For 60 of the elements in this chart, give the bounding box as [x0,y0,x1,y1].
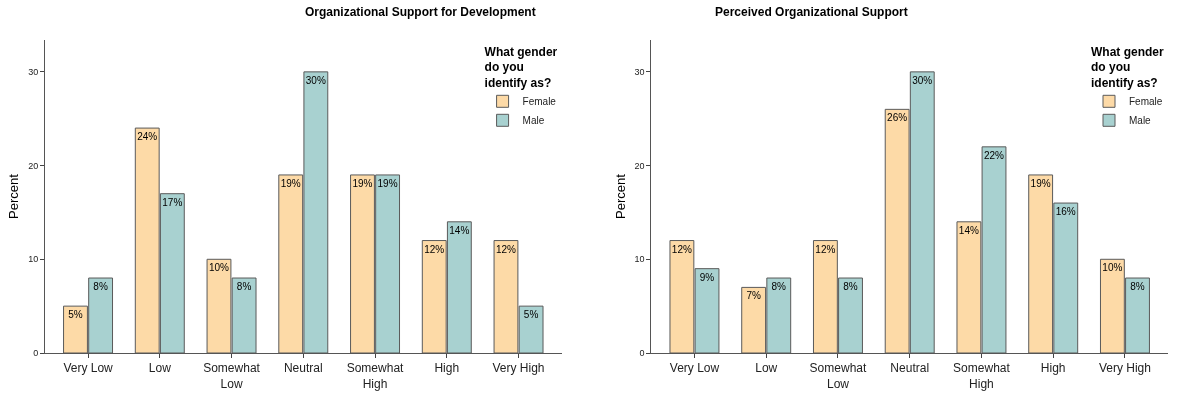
y-axis-title: Percent [612,173,628,219]
x-tick-label: Somewhat High [953,361,1011,391]
data-label: 8% [843,281,858,293]
x-tick-label: Very High [1098,361,1151,376]
y-tick-label: 0 [33,348,39,359]
data-label: 10% [1102,262,1123,274]
y-axis-title: Percent [6,173,22,219]
y-tick-label: 30 [28,67,39,78]
legend-title: What gender do you identify as? [1091,44,1164,90]
legend-title: What gender do you identify as? [484,44,558,90]
data-label: 5% [68,309,83,321]
x-tick-label: Very Low [669,361,720,376]
data-label: 8% [1130,281,1145,293]
data-label: 8% [93,281,108,293]
data-label: 8% [236,281,252,293]
data-label: 12% [495,243,517,255]
data-label: 19% [352,177,373,189]
legend-label: Male [522,115,545,127]
x-tick-label: Very Low [63,361,114,376]
x-tick-label: Very High [492,361,545,376]
data-label: 19% [1030,177,1051,189]
y-tick-label: 10 [28,254,39,265]
x-tick-label: Somewhat High [346,361,405,391]
data-label: 24% [137,131,158,143]
data-label: 14% [449,224,470,236]
data-label: 16% [1055,206,1076,218]
legend-label: Female [522,96,557,108]
data-label: 14% [958,224,979,236]
legend-label: Male [1129,115,1152,127]
y-tick-label: 0 [639,348,645,359]
data-label: 30% [305,74,326,86]
chart-title: Organizational Support for Development [305,5,536,19]
data-label: 7% [746,290,761,302]
data-label: 19% [280,177,301,189]
data-label: 30% [912,74,933,86]
x-tick-label: Low [755,361,778,376]
y-tick-label: 20 [28,160,39,171]
data-label: 26% [887,112,908,124]
x-tick-label: Neutral [283,361,323,376]
data-label: 12% [815,243,836,255]
data-label: 10% [208,262,230,274]
chart-title: Perceived Organizational Support [715,5,908,19]
data-label: 8% [771,281,787,293]
y-tick-label: 30 [634,67,645,78]
x-tick-label: High [434,361,460,376]
x-tick-label: High [1040,361,1066,376]
x-tick-label: Somewhat Low [203,361,261,391]
legend-label: Female [1129,96,1163,108]
data-label: 9% [699,271,715,283]
data-label: 17% [162,196,183,208]
data-label: 12% [424,243,445,255]
data-label: 12% [671,243,692,255]
x-tick-label: Low [148,361,172,376]
y-tick-label: 10 [634,254,645,265]
data-label: 22% [983,149,1005,161]
data-label: 5% [523,309,539,321]
y-tick-label: 20 [634,160,645,171]
x-tick-label: Somewhat Low [809,361,867,391]
data-label: 19% [377,177,398,189]
x-tick-label: Neutral [890,361,930,376]
